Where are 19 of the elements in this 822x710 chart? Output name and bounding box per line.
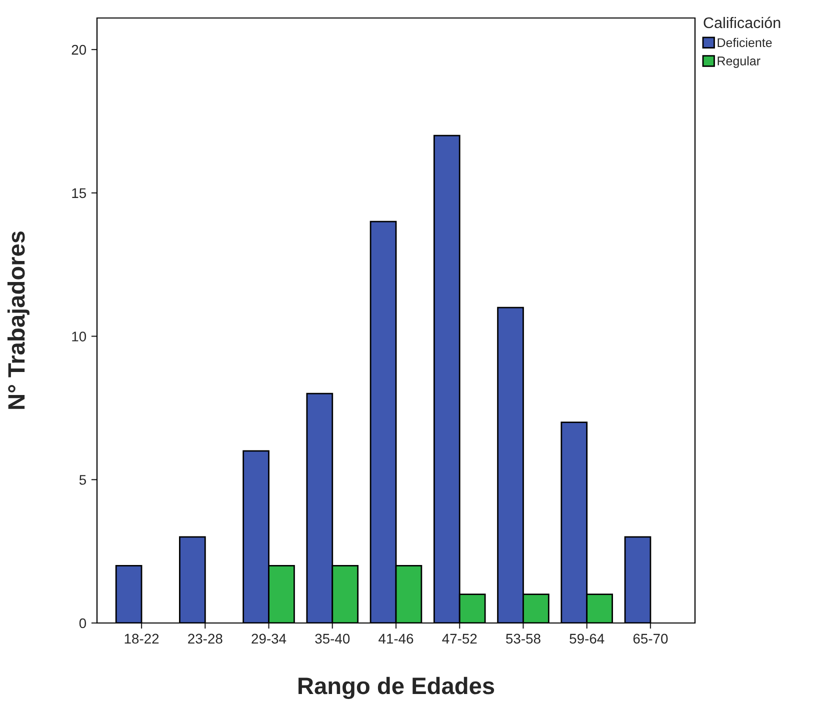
x-tick-label: 29-34 [252,634,286,644]
y-tick-label: 20 [72,44,86,55]
y-tick-label: 0 [79,618,86,628]
x-tick-label: 18-22 [124,634,159,644]
x-tick-label: 47-52 [442,634,477,644]
y-tick-label: 15 [72,188,86,198]
x-tick-label: 65-70 [633,634,668,644]
x-axis-title: Rango de Edades [298,676,494,700]
y-tick-label: 10 [72,332,86,342]
y-axis-title: N° Trabajadores [7,231,30,409]
x-tick-label: 35-40 [315,634,350,644]
legend-label: Deficiente [718,38,772,48]
y-tick-label: 5 [79,475,86,485]
x-tick-label: 41-46 [378,634,414,644]
x-tick-label: 53-58 [506,634,540,644]
x-tick-label: 23-28 [188,634,222,644]
legend-label: Regular [718,56,760,68]
legend-title: Calificación [704,16,780,28]
x-tick-label: 59-64 [570,634,604,644]
